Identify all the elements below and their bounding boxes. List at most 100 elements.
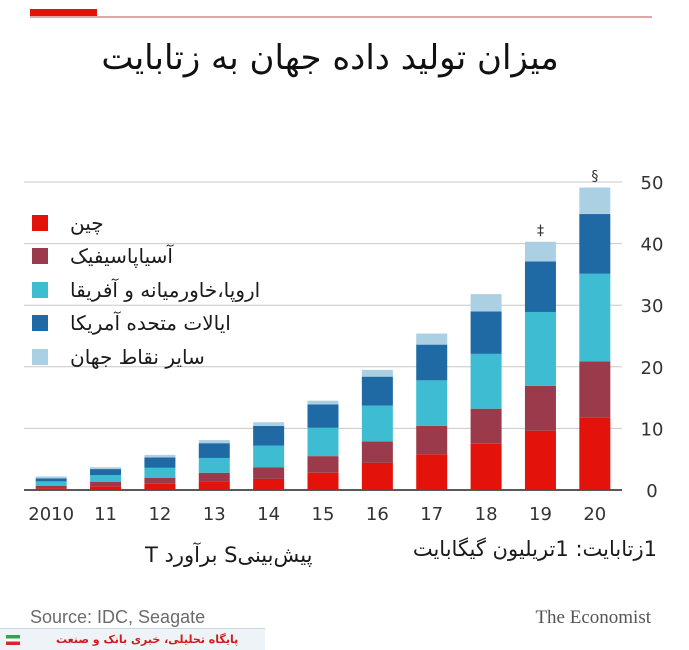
unit-footnote: 1زتابایت: 1تریلیون گیگابایت bbox=[412, 537, 657, 561]
bar-segment bbox=[416, 380, 448, 426]
source-credit: Source: IDC, Seagate bbox=[30, 607, 206, 627]
stacked-bar-chart: 0 10 20 30 40 50 2010 11 12 13 14 15 16 17 18 19 ‡ 20 § bbox=[24, 169, 664, 525]
y-tick-label: 0 bbox=[646, 481, 657, 502]
bar-segment bbox=[253, 422, 285, 426]
bar-segment bbox=[90, 481, 122, 487]
bar-segment bbox=[416, 344, 448, 381]
bar-segment bbox=[470, 294, 502, 312]
bar-segment bbox=[253, 445, 285, 468]
legend-swatch bbox=[32, 315, 48, 332]
bar-segment bbox=[361, 376, 393, 406]
bar-segment bbox=[361, 369, 393, 377]
bar-segment bbox=[144, 477, 176, 484]
legend-label: اروپا،خاورمیانه و آفریقا bbox=[70, 277, 261, 302]
bar-annotation-mark: § bbox=[591, 169, 598, 185]
y-tick-label: 50 bbox=[641, 173, 664, 194]
legend-swatch bbox=[32, 214, 48, 231]
y-tick-label: 10 bbox=[641, 419, 664, 440]
bar-segment bbox=[198, 481, 230, 490]
bar-segment bbox=[90, 486, 122, 490]
x-tick-label: 2010 bbox=[28, 504, 74, 525]
bar-segment bbox=[307, 404, 339, 428]
legend-swatch bbox=[32, 248, 48, 265]
bar-segment bbox=[35, 485, 67, 489]
watermark-banner: پایگاه تحلیلی، خبری بانک و صنعت bbox=[0, 628, 265, 650]
bar-segment bbox=[307, 456, 339, 473]
bar-segment bbox=[416, 454, 448, 490]
legend-label: سایر نقاط جهان bbox=[70, 344, 205, 369]
publisher-logo: The Economist bbox=[535, 607, 651, 628]
bar-segment bbox=[198, 443, 230, 458]
bar-segment bbox=[144, 457, 176, 468]
legend-label: ایالات متحده آمریکا bbox=[70, 311, 231, 336]
bar-segment bbox=[90, 475, 122, 482]
bar-segment bbox=[144, 483, 176, 490]
estimate-footnote: T برآورد Sپیش‌بینی bbox=[145, 543, 313, 567]
bar-segment bbox=[361, 462, 393, 490]
legend-swatch bbox=[32, 348, 48, 365]
bar-segment bbox=[524, 311, 556, 386]
bar-segment bbox=[524, 241, 556, 262]
bar-segment bbox=[307, 427, 339, 457]
y-tick-label: 40 bbox=[641, 235, 664, 256]
bar-segment bbox=[416, 425, 448, 455]
bar-segment bbox=[253, 467, 285, 479]
bar-segment bbox=[579, 417, 611, 490]
y-tick-label: 30 bbox=[641, 296, 664, 317]
bar-segment bbox=[470, 408, 502, 444]
x-tick-label: 14 bbox=[257, 504, 280, 525]
x-tick-label: 13 bbox=[203, 504, 226, 525]
flag-icon bbox=[6, 634, 20, 645]
bar-segment bbox=[144, 454, 176, 458]
bar-segment bbox=[579, 273, 611, 362]
bar-segment bbox=[524, 430, 556, 490]
x-tick-label: 11 bbox=[94, 504, 117, 525]
bar-segment bbox=[579, 361, 611, 418]
chart-title: میزان تولید داده جهان به زتابایت bbox=[101, 38, 559, 78]
x-tick-label: 15 bbox=[312, 504, 335, 525]
legend-item-usa: ایالات متحده آمریکا bbox=[32, 307, 352, 341]
bar-segment bbox=[579, 187, 611, 215]
bar-segment bbox=[90, 469, 122, 476]
x-tick-label: 20 bbox=[583, 504, 606, 525]
watermark-text: پایگاه تحلیلی، خبری بانک و صنعت bbox=[56, 633, 239, 646]
chart-legend: چین آسیاپاسیفیک اروپا،خاورمیانه و آفریقا… bbox=[32, 206, 352, 374]
bar-segment bbox=[35, 478, 67, 482]
legend-item-china: چین bbox=[32, 206, 352, 240]
bar-segment bbox=[35, 488, 67, 490]
bar-segment bbox=[35, 476, 67, 479]
bar-segment bbox=[198, 472, 230, 482]
bar-segment bbox=[416, 333, 448, 345]
legend-label: آسیاپاسیفیک bbox=[70, 244, 173, 269]
bar-segment bbox=[253, 425, 285, 446]
bar-segment bbox=[307, 400, 339, 405]
legend-item-rest-of-world: سایر نقاط جهان bbox=[32, 340, 352, 374]
legend-item-asia-pacific: آسیاپاسیفیک bbox=[32, 240, 352, 274]
bar-segment bbox=[470, 443, 502, 490]
header-rule bbox=[30, 16, 652, 18]
x-tick-label: 18 bbox=[475, 504, 498, 525]
bar-segment bbox=[307, 472, 339, 490]
x-tick-label: 12 bbox=[148, 504, 171, 525]
bar-segment bbox=[35, 481, 67, 486]
legend-swatch bbox=[32, 281, 48, 298]
bar-segment bbox=[198, 440, 230, 444]
y-tick-label: 20 bbox=[641, 358, 664, 379]
bar-segment bbox=[144, 467, 176, 478]
bar-segment bbox=[198, 457, 230, 473]
bar-annotation-mark: ‡ bbox=[537, 223, 544, 239]
x-tick-label: 17 bbox=[420, 504, 443, 525]
bar-segment bbox=[361, 441, 393, 463]
x-tick-label: 19 bbox=[529, 504, 552, 525]
bar-segment bbox=[524, 261, 556, 312]
bar-segment bbox=[90, 467, 122, 470]
legend-label: چین bbox=[70, 210, 104, 235]
legend-item-emea: اروپا،خاورمیانه و آفریقا bbox=[32, 273, 352, 307]
bar-segment bbox=[470, 353, 502, 409]
bar-segment bbox=[470, 311, 502, 354]
bar-segment bbox=[253, 478, 285, 490]
x-tick-label: 16 bbox=[366, 504, 389, 525]
header-accent-bar bbox=[30, 9, 97, 18]
bar-segment bbox=[579, 214, 611, 274]
bar-segment bbox=[524, 385, 556, 431]
